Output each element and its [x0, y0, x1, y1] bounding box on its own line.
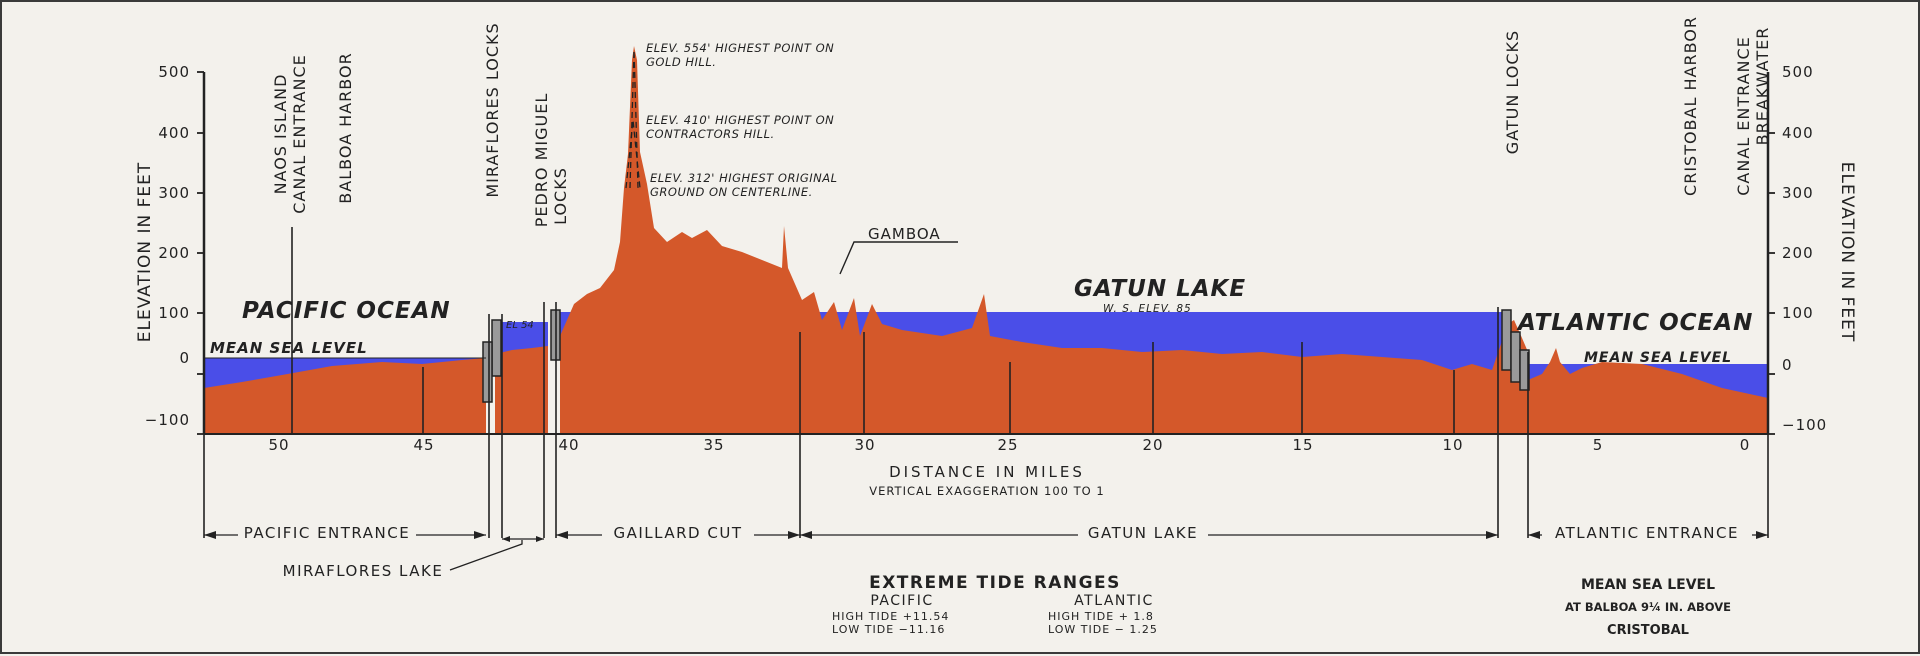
note-gold-hill-1: ELEV. 554' HIGHEST POINT ON [646, 41, 834, 55]
label-miraflores-locks: MIRAFLORES LOCKS [483, 22, 502, 197]
x-tick-25: 25 [997, 436, 1018, 454]
label-miraflores-lake: MIRAFLORES LAKE [283, 562, 444, 580]
original-ground-dashes [625, 49, 641, 189]
x-axis-subtitle: VERTICAL EXAGGERATION 100 TO 1 [869, 484, 1104, 498]
note-contractors-hill-2: CONTRACTORS HILL. [646, 127, 775, 141]
label-gaillard-cut: GAILLARD CUT [614, 524, 743, 542]
x-axis-tick-labels: 50 45 40 35 30 25 20 15 10 5 0 [268, 436, 1751, 454]
section-labels: PACIFIC ENTRANCE GAILLARD CUT GATUN LAKE… [238, 522, 1752, 580]
right-tick-100: 100 [1782, 304, 1814, 322]
elevation-notes: ELEV. 554' HIGHEST POINT ON GOLD HILL. E… [646, 41, 838, 199]
continental-divide-ground [560, 46, 1528, 434]
x-tick-40: 40 [558, 436, 579, 454]
label-naos-island: NAOS ISLAND [271, 74, 290, 195]
x-tick-5: 5 [1593, 436, 1604, 454]
right-tick-400: 400 [1782, 124, 1814, 142]
axis-ticks [197, 71, 1775, 435]
left-tick-100: 100 [158, 304, 190, 322]
right-tick-500: 500 [1782, 63, 1814, 81]
x-tick-30: 30 [854, 436, 875, 454]
tide-pacific-heading: PACIFIC [870, 593, 933, 609]
note-original-ground-2: GROUND ON CENTERLINE. [650, 185, 813, 199]
label-atlantic-ocean: ATLANTIC OCEAN [1516, 310, 1753, 336]
tide-title: EXTREME TIDE RANGES [869, 573, 1121, 593]
label-pedro-miguel: PEDRO MIGUEL [532, 93, 551, 228]
x-tick-35: 35 [703, 436, 724, 454]
right-tick-0: 0 [1782, 356, 1793, 374]
x-tick-10: 10 [1442, 436, 1463, 454]
label-pacific-ocean: PACIFIC OCEAN [242, 298, 451, 324]
msl-note-line-1: MEAN SEA LEVEL [1581, 577, 1715, 593]
pacific-ground [204, 358, 486, 434]
miraflores-lock-lower [482, 341, 493, 403]
left-tick-200: 200 [158, 244, 190, 262]
right-axis-tick-labels: 500 400 300 200 100 0 −100 [1782, 63, 1827, 434]
left-axis-tick-labels: 500 400 300 200 100 0 −100 [145, 63, 190, 429]
note-gold-hill-2: GOLD HILL. [646, 55, 716, 69]
label-el-54: EL 54 [506, 320, 534, 331]
atlantic-ground [1528, 348, 1768, 434]
gamboa-leader-line [839, 241, 958, 275]
note-contractors-hill-1: ELEV. 410' HIGHEST POINT ON [646, 113, 834, 127]
label-pacific-entrance: PACIFIC ENTRANCE [244, 524, 410, 542]
label-balboa-harbor: BALBOA HARBOR [336, 52, 355, 203]
right-tick-neg100: −100 [1782, 416, 1827, 434]
x-tick-45: 45 [413, 436, 434, 454]
left-tick-500: 500 [158, 63, 190, 81]
x-tick-15: 15 [1292, 436, 1313, 454]
tide-ranges-block: EXTREME TIDE RANGES PACIFIC ATLANTIC HIG… [832, 573, 1158, 636]
msl-note-line-3: CRISTOBAL [1607, 623, 1689, 638]
right-tick-300: 300 [1782, 184, 1814, 202]
label-pedro-miguel-locks: LOCKS [551, 167, 570, 225]
label-gatun-lake: GATUN LAKE [1074, 276, 1246, 302]
x-tick-0: 0 [1740, 436, 1751, 454]
label-breakwater: BREAKWATER [1753, 27, 1772, 146]
ground-layer [204, 46, 1768, 434]
label-gatun-lake-section: GATUN LAKE [1088, 524, 1198, 542]
miraflores-ground [495, 346, 548, 434]
tide-pacific-high: HIGH TIDE +11.54 [832, 610, 949, 623]
miraflores-lock-upper [491, 319, 502, 377]
arrow-heads [204, 531, 1768, 542]
left-tick-neg100: −100 [145, 411, 190, 429]
left-tick-300: 300 [158, 184, 190, 202]
label-gatun-locks: GATUN LOCKS [1503, 30, 1522, 154]
left-axis-title: ELEVATION IN FEET [135, 162, 155, 342]
label-pacific-msl: MEAN SEA LEVEL [210, 339, 368, 357]
gatun-lock-3 [1519, 349, 1530, 391]
label-canal-entrance-atlantic: CANAL ENTRANCE [1734, 36, 1753, 196]
note-original-ground-1: ELEV. 312' HIGHEST ORIGINAL [650, 171, 838, 185]
tide-atlantic-heading: ATLANTIC [1074, 593, 1154, 609]
msl-note-line-2: AT BALBOA 9¼ IN. ABOVE [1565, 600, 1731, 614]
right-tick-200: 200 [1782, 244, 1814, 262]
tide-atlantic-low: LOW TIDE − 1.25 [1048, 623, 1158, 636]
gatun-lock-1 [1501, 309, 1512, 371]
place-labels: NAOS ISLAND CANAL ENTRANCE BALBOA HARBOR… [271, 16, 1772, 227]
gatun-lock-2 [1510, 331, 1521, 383]
label-atlantic-msl: MEAN SEA LEVEL [1584, 350, 1732, 366]
label-cristobal-harbor: CRISTOBAL HARBOR [1681, 16, 1700, 196]
station-lines [203, 227, 1769, 538]
x-axis-title: DISTANCE IN MILES [889, 463, 1085, 481]
label-gamboa: GAMBOA [868, 225, 941, 243]
x-tick-20: 20 [1142, 436, 1163, 454]
label-gatun-elevation: W. S. ELEV. 85 [1103, 303, 1192, 315]
left-tick-400: 400 [158, 124, 190, 142]
label-atlantic-entrance: ATLANTIC ENTRANCE [1555, 524, 1739, 542]
label-canal-entrance-pacific: CANAL ENTRANCE [290, 54, 309, 214]
tide-pacific-low: LOW TIDE −11.16 [832, 623, 945, 636]
tide-atlantic-high: HIGH TIDE + 1.8 [1048, 610, 1154, 623]
msl-note-block: MEAN SEA LEVEL AT BALBOA 9¼ IN. ABOVE CR… [1565, 577, 1731, 638]
left-tick-0: 0 [179, 349, 190, 367]
x-tick-50: 50 [268, 436, 289, 454]
right-axis-title: ELEVATION IN FEET [1837, 162, 1857, 342]
